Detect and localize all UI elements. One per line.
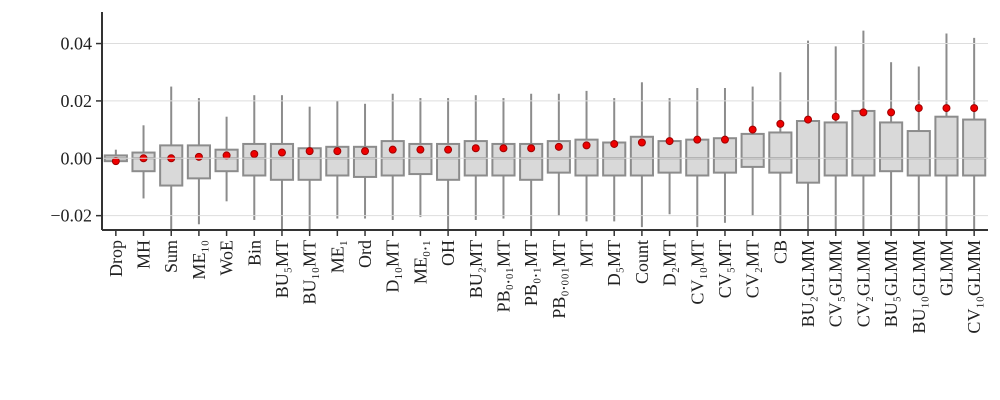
x-tick-label: BU₅GLMM (881, 240, 901, 327)
x-tick-label: CV₁₀MT (687, 240, 707, 305)
mean-marker (914, 104, 923, 113)
mean-marker (194, 152, 203, 161)
box (269, 142, 295, 181)
box (242, 142, 267, 177)
mean-marker (637, 138, 646, 147)
mean-marker (388, 145, 397, 154)
mean-marker (277, 148, 286, 157)
box (934, 115, 959, 177)
x-tick-label: BU₅MT (272, 240, 292, 298)
mean-marker (111, 157, 120, 166)
mean-marker (748, 125, 757, 134)
x-tick-label: OH (438, 240, 458, 266)
mean-marker (693, 135, 702, 144)
mean-marker (610, 139, 619, 148)
plot-area (103, 30, 987, 230)
x-tick-label: PB₀.₀₀₁MT (549, 240, 569, 319)
box (879, 121, 904, 173)
mean-marker (471, 144, 480, 153)
x-tick-label: D₂MT (660, 240, 680, 286)
box (546, 140, 571, 174)
x-tick-label: D₅MT (604, 240, 624, 286)
x-tick-label: Drop (106, 240, 126, 277)
box (795, 120, 821, 184)
box (740, 132, 765, 168)
mean-marker (776, 119, 785, 128)
box (823, 121, 848, 177)
mean-marker (416, 145, 425, 154)
x-tick-label: BU₂MT (466, 240, 486, 298)
box (352, 145, 378, 178)
x-tick-label: PB₀.₀₁MT (493, 240, 513, 312)
x-tick-label: MH (134, 240, 154, 269)
x-tick-label: ME₁₀ (189, 240, 209, 280)
box (629, 135, 654, 177)
x-tick-label: D₁₀MT (383, 240, 403, 293)
mean-marker (582, 141, 591, 150)
y-tick-label: −0.02 (50, 206, 92, 226)
x-tick-label: BU₁₀GLMM (909, 240, 929, 334)
x-tick-label: Sum (161, 240, 181, 273)
x-tick-label: CB (770, 240, 790, 264)
mean-marker (305, 147, 314, 156)
mean-marker (333, 147, 342, 156)
x-tick-label: CV₅MT (715, 240, 735, 298)
y-tick-label: 0.00 (61, 148, 93, 168)
box (962, 118, 987, 177)
mean-marker (831, 112, 840, 121)
x-tick-label: BU₂GLMM (798, 240, 818, 327)
x-tick-label: Count (632, 240, 652, 284)
mean-marker (250, 149, 259, 158)
mean-marker (942, 104, 951, 113)
mean-marker (361, 147, 370, 156)
box (657, 140, 682, 174)
x-tick-label: CV₂MT (743, 240, 763, 298)
x-tick-label: CV₅GLMM (826, 240, 846, 327)
box (186, 144, 211, 180)
box (491, 142, 516, 177)
y-tick-label: 0.04 (61, 34, 93, 54)
mean-marker (720, 135, 729, 144)
box (906, 130, 931, 177)
mean-marker (804, 115, 813, 124)
box (159, 144, 184, 187)
box (325, 145, 350, 177)
x-tick-label: CV₂GLMM (853, 240, 873, 327)
box (436, 142, 461, 181)
x-tick-label: MT (577, 240, 597, 267)
box (214, 148, 239, 173)
mean-marker (222, 151, 231, 160)
x-tick-label: ME₀.₁ (410, 240, 430, 284)
x-tick-label: Ord (355, 240, 375, 268)
x-tick-label: WoE (217, 240, 237, 276)
x-tick-label: GLMM (936, 240, 956, 296)
box (768, 131, 793, 174)
x-tick-label: CV₁₀GLMM (964, 240, 984, 334)
x-tick-label: PB₀.₁MT (521, 240, 541, 306)
box (519, 142, 544, 181)
mean-marker (527, 144, 536, 153)
y-tick-label: 0.02 (61, 91, 93, 111)
mean-marker (444, 145, 453, 154)
mean-marker (887, 108, 896, 117)
mean-marker (499, 144, 508, 153)
box (851, 109, 876, 177)
x-tick-label: BU₁₀MT (300, 240, 320, 305)
mean-marker (859, 108, 868, 117)
mean-marker (665, 137, 674, 146)
mean-marker (554, 142, 563, 151)
mean-marker (970, 104, 979, 113)
x-tick-label: ME₁ (327, 240, 347, 273)
x-tick-label: Bin (244, 240, 264, 266)
